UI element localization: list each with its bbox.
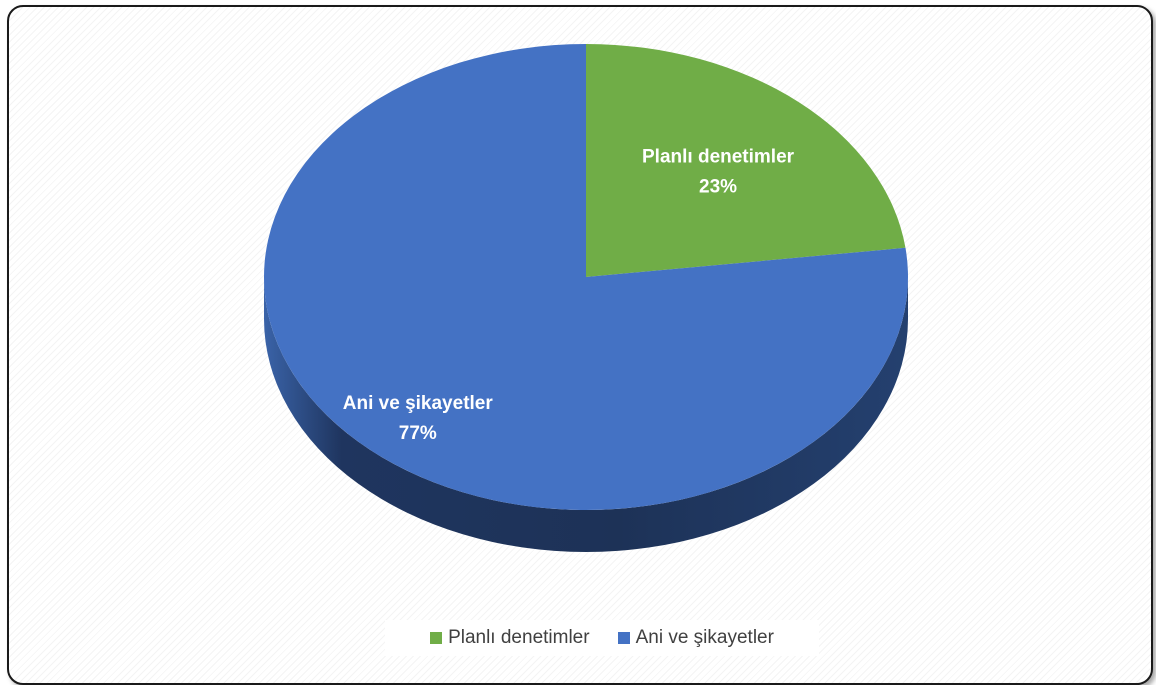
legend-label-ani: Ani ve şikayetler	[635, 627, 774, 648]
pie-side-wall	[264, 277, 908, 552]
slice-label-name-2: Ani ve şikayetler	[343, 393, 494, 414]
slice-label-value-2: 77%	[399, 423, 437, 444]
legend: Planlı denetimler Ani ve şikayetler	[385, 620, 819, 656]
slice-label-value-1: 23%	[699, 177, 737, 198]
legend-swatch-planli	[430, 632, 443, 644]
chart-frame: Planlı denetimler 23% Ani ve şikayetler 77%…	[7, 5, 1153, 685]
pie-tops	[264, 44, 909, 510]
legend-swatch-ani	[617, 632, 630, 644]
pie-slice-1[interactable]	[586, 44, 906, 277]
pie-sides	[264, 277, 908, 552]
pie-slice-2[interactable]	[264, 44, 909, 510]
pie-chart: Planlı denetimler 23% Ani ve şikayetler 77%	[264, 44, 909, 552]
legend-label-planli: Planlı denetimler	[448, 627, 590, 648]
slice-label-name-1: Planlı denetimler	[642, 147, 795, 168]
pie-labels: Planlı denetimler 23% Ani ve şikayetler 77%	[343, 147, 795, 444]
legend-item-ani[interactable]: Ani ve şikayetler	[617, 627, 774, 649]
legend-item-planli[interactable]: Planlı denetimler	[430, 627, 590, 649]
